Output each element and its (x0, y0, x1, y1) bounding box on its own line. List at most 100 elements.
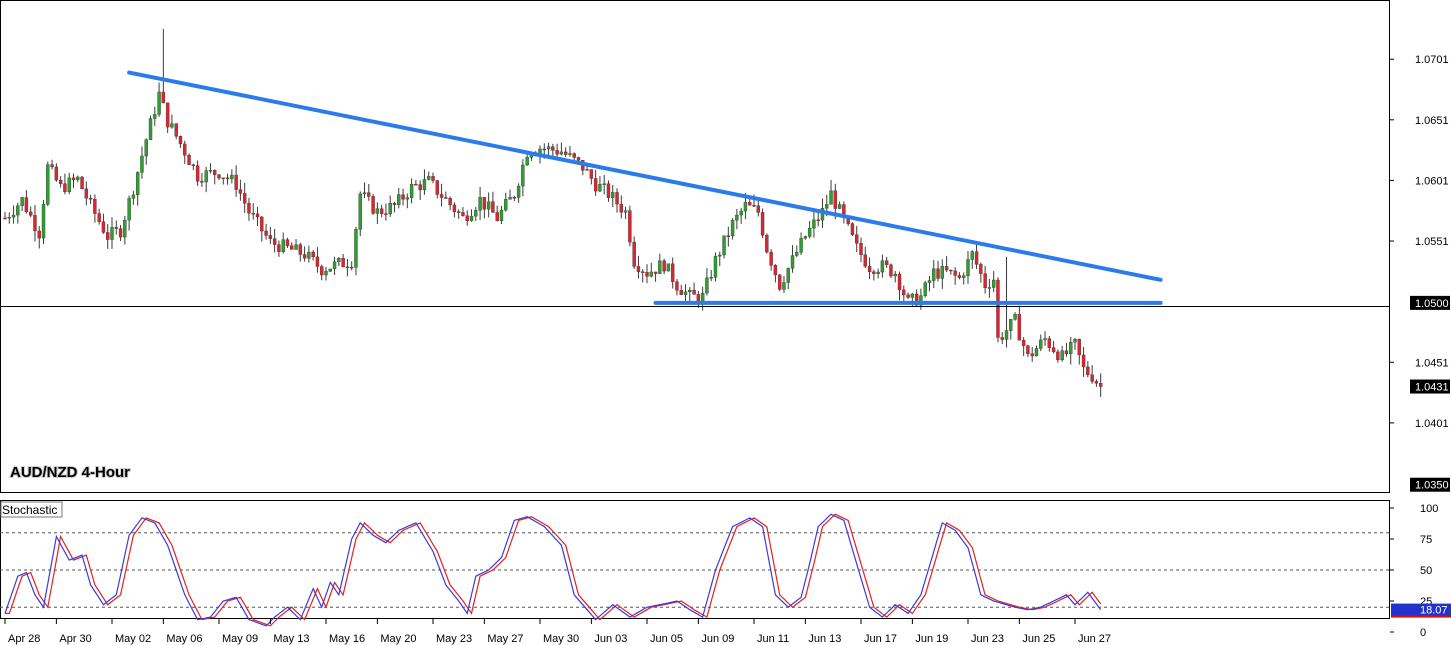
candle-body (345, 266, 350, 269)
candle-body (799, 238, 803, 253)
candle-body (63, 183, 67, 192)
candle-body (563, 151, 568, 155)
candle-body (837, 204, 842, 209)
price-tick-label: 1.0601 (1415, 175, 1449, 187)
candle-body (71, 177, 76, 181)
candle-body (542, 148, 546, 151)
candle-body (371, 196, 375, 214)
candle-body (349, 266, 354, 269)
candle-body (859, 243, 863, 255)
candle-body (953, 270, 957, 276)
candle-body (739, 210, 743, 216)
candle-body (469, 215, 474, 221)
candle-body (893, 273, 897, 277)
candle-body (1073, 339, 1077, 343)
candle-body (1039, 339, 1043, 349)
candle-body (782, 282, 786, 290)
candle-body (298, 244, 303, 255)
stochastic-signal-line (5, 513, 1102, 627)
candle-body (161, 91, 166, 104)
candle-body (790, 255, 795, 269)
candle-body (409, 183, 414, 198)
candle-body (1077, 339, 1081, 356)
time-tick-label: May 16 (329, 633, 365, 645)
candle-body (332, 261, 337, 270)
candle-body (97, 213, 101, 222)
candle-body (37, 230, 41, 239)
stochastic-tick-label: 100 (1420, 503, 1438, 515)
candle-body (452, 204, 457, 212)
candle-body (281, 239, 285, 253)
candle-body (585, 169, 589, 171)
candle-body (576, 157, 581, 161)
candle-body (388, 202, 392, 215)
stochastic-tick-label: 50 (1420, 565, 1432, 577)
candle-body (743, 202, 748, 212)
time-tick-label: May 09 (222, 633, 258, 645)
time-tick-label: May 06 (166, 633, 202, 645)
candle-body (439, 194, 444, 198)
candle-body (84, 188, 89, 199)
candle-body (722, 235, 726, 256)
time-axis: Apr 28 Apr 30 May 02 May 06 May 09 May 13 May … (4, 619, 1111, 645)
candle-body (504, 199, 508, 211)
time-tick-label: May 30 (543, 633, 579, 645)
candle-body (666, 263, 671, 272)
price-tick-label: 1.0401 (1415, 418, 1449, 430)
candle-body (927, 280, 932, 283)
candle-body (1013, 313, 1017, 320)
candle-body (405, 197, 410, 200)
candle-body (114, 227, 118, 229)
candle-body (662, 260, 666, 272)
stochastic-tick-label: 0 (1420, 627, 1426, 639)
candle-body (508, 196, 512, 200)
candle-body (628, 210, 632, 243)
candle-body (867, 266, 872, 273)
candle-body (367, 192, 371, 197)
candle-body (379, 208, 384, 214)
candle-body (1060, 350, 1064, 360)
candle-body (401, 194, 405, 200)
candle-body (170, 123, 174, 128)
candle-body (756, 205, 760, 213)
candle-body (889, 264, 893, 277)
candle-body (315, 256, 320, 267)
candle-body (692, 290, 696, 295)
candle-body (251, 212, 255, 215)
price-box-label: 1.0500 (1415, 298, 1449, 310)
price-box-label: 1.0431 (1415, 382, 1449, 394)
candle-body (551, 146, 555, 151)
candle-body (358, 193, 362, 230)
candle-body (970, 251, 974, 260)
candle-body (910, 293, 915, 298)
price-axis: 1.0701 1.0651 1.0601 1.0551 1.0451 1.0401 1.0… (1390, 54, 1450, 492)
candle-body (786, 268, 790, 283)
candle-body (991, 279, 996, 288)
candle-body (362, 192, 367, 195)
candle-body (1017, 313, 1022, 341)
candle-body (285, 239, 290, 246)
stochastic-signal-marker (1391, 615, 1451, 618)
candle-body (414, 183, 418, 186)
candle-body (106, 232, 110, 240)
candle-body (983, 273, 987, 288)
time-tick-label: Jun 05 (650, 633, 683, 645)
candle-body (225, 177, 230, 180)
candle-body (936, 268, 940, 279)
candle-body (165, 102, 170, 128)
candle-body (812, 219, 816, 229)
candle-body (876, 271, 880, 274)
candle-body (24, 197, 29, 213)
candle-body (397, 194, 401, 205)
candle-body (944, 266, 949, 271)
candle-body (435, 180, 439, 195)
candle-body (474, 210, 478, 217)
time-tick-label: Jun 13 (808, 633, 841, 645)
candle-body (200, 181, 204, 183)
candle-body (1000, 337, 1004, 340)
candle-body (1047, 338, 1052, 348)
stochastic-current-box (1391, 603, 1451, 617)
candle-body (1056, 351, 1060, 360)
candle-body (675, 281, 679, 291)
